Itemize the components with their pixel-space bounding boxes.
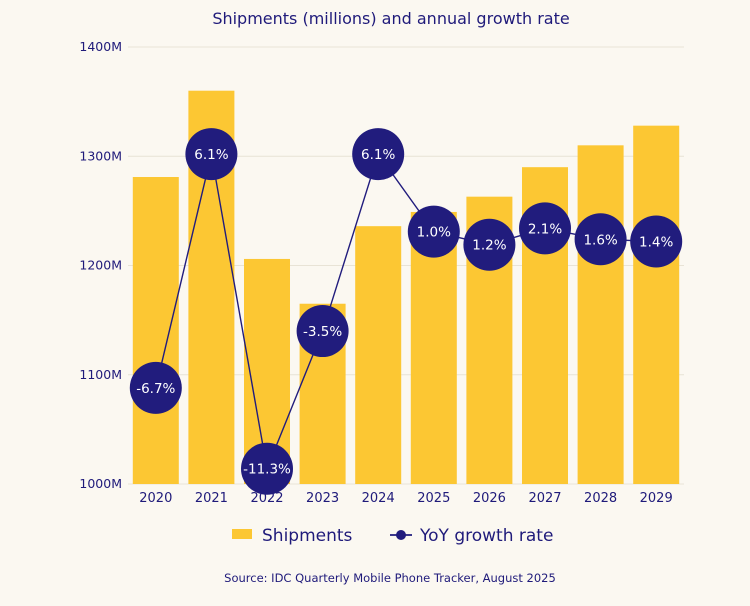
growth-data-label: 2.1%: [528, 221, 562, 237]
growth-marker: [630, 215, 683, 268]
growth-data-label: -3.5%: [303, 324, 342, 340]
growth-line-group: [155, 152, 657, 472]
y-tick-label: 1100M: [79, 367, 122, 382]
x-tick-label: 2025: [417, 491, 450, 506]
legend-label-shipments: Shipments: [262, 526, 353, 546]
growth-data-label: 6.1%: [194, 147, 228, 163]
x-axis: 2020 2021 2022 2023 2024 2025 2026 2027 2028 2029: [139, 491, 672, 506]
y-tick-label: 1200M: [79, 258, 122, 273]
x-tick-label: 2020: [139, 491, 172, 506]
y-tick-label: 1300M: [79, 148, 122, 163]
x-tick-label: 2027: [528, 491, 561, 506]
y-axis: 1000M 1100M 1200M 1300M 1400M: [79, 39, 122, 491]
source-note: Source: IDC Quarterly Mobile Phone Track…: [224, 571, 556, 585]
shipment-bar: [355, 226, 402, 485]
growth-marker: [296, 305, 349, 358]
x-tick-label: 2021: [195, 491, 228, 506]
growth-data-label: -6.7%: [136, 381, 175, 397]
growth-line: [155, 152, 657, 472]
shipment-bar: [577, 145, 624, 484]
growth-marker: [519, 202, 571, 255]
growth-data-label: 1.2%: [472, 238, 506, 254]
growth-data-label: -11.3%: [243, 462, 291, 478]
growth-marker: [129, 361, 182, 414]
growth-marker: [574, 213, 627, 266]
y-tick-label: 1400M: [79, 39, 122, 54]
growth-marker: [352, 128, 405, 181]
legend: Shipments YoY growth rate: [232, 526, 553, 546]
chart-title: Shipments (millions) and annual growth r…: [212, 9, 569, 28]
shipment-bar: [132, 177, 179, 484]
x-tick-label: 2028: [584, 491, 617, 506]
x-tick-label: 2029: [640, 491, 673, 506]
growth-marker: [463, 218, 516, 271]
x-tick-label: 2026: [473, 491, 506, 506]
growth-marker: [407, 205, 460, 258]
y-tick-label: 1000M: [79, 476, 122, 491]
shipment-bar: [633, 125, 680, 484]
x-tick-label: 2023: [306, 491, 339, 506]
growth-data-label: 1.4%: [639, 234, 673, 250]
growth-data-label: 1.0%: [417, 225, 451, 241]
legend-swatch-shipments: [232, 529, 252, 539]
x-tick-label: 2024: [362, 491, 395, 506]
growth-markers-group: -6.7% 6.1% -11.3% -3.5% 6.1% 1.0% 1.2% 2.1% 1.6%…: [129, 128, 683, 495]
legend-swatch-growth-marker: [396, 530, 406, 540]
x-tick-label: 2022: [250, 491, 283, 506]
growth-data-label: 1.6%: [583, 232, 617, 248]
growth-data-label: 6.1%: [361, 147, 395, 163]
legend-label-growth: YoY growth rate: [419, 526, 553, 546]
growth-marker: [185, 128, 238, 181]
growth-marker: [241, 442, 293, 495]
